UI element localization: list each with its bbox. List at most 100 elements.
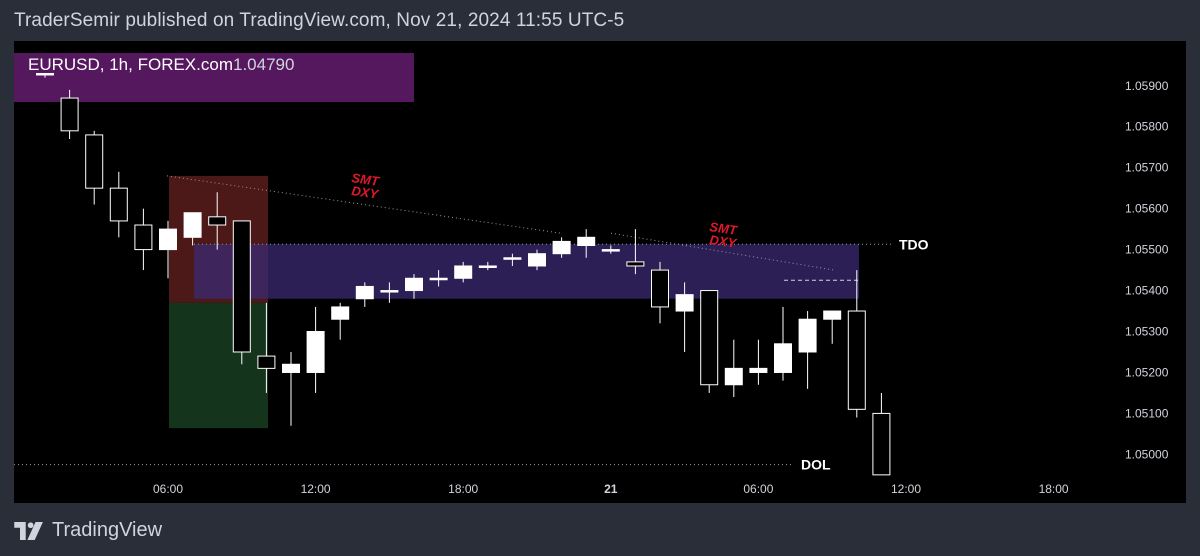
candle-body — [872, 412, 891, 476]
dol-label: DOL — [801, 457, 831, 473]
tradingview-logo-icon — [14, 521, 43, 540]
candle-body — [700, 290, 719, 386]
candle-body — [183, 212, 202, 238]
x-axis-tick-label: 06:00 — [743, 482, 773, 496]
candle — [109, 171, 128, 238]
x-axis-tick-label: 12:00 — [891, 482, 921, 496]
candle-body — [159, 228, 177, 251]
candle — [454, 261, 473, 283]
candle — [134, 208, 153, 271]
chart-panel[interactable]: 1.05900 1.05800 1.05700 1.05600 1.05500 1.054… — [14, 41, 1186, 503]
candle-body — [36, 72, 54, 76]
x-axis-tick-label: 12:00 — [301, 482, 331, 496]
lines-layer — [14, 175, 892, 466]
candle — [282, 351, 300, 426]
symbol-label-zone — [14, 53, 414, 102]
candle-body — [405, 277, 423, 292]
y-axis-tick-label: 1.05400 — [1125, 284, 1169, 298]
candle-body — [109, 187, 128, 222]
candle — [380, 282, 399, 303]
candle — [774, 306, 792, 381]
last-price-label: 1.04790 — [233, 55, 294, 74]
candle — [724, 339, 743, 398]
candle — [232, 220, 251, 365]
candle — [601, 245, 620, 254]
candle — [85, 130, 104, 205]
candle-body — [823, 310, 842, 320]
candle — [159, 220, 177, 279]
candle-body — [478, 265, 497, 268]
candle — [626, 229, 645, 275]
fvg-zone — [194, 244, 859, 299]
candle-body — [282, 363, 300, 373]
candle-body — [257, 355, 276, 369]
candle-body — [134, 224, 153, 251]
x-axis-tick-label: 18:00 — [1039, 482, 1069, 496]
candle — [429, 270, 448, 287]
candle — [847, 270, 866, 418]
candlestick-chart[interactable]: 1.05900 1.05800 1.05700 1.05600 1.05500 1.054… — [14, 41, 1186, 503]
candle — [872, 392, 891, 476]
footer: TradingView — [14, 519, 162, 542]
symbol-label: EURUSD, 1h, FOREX.com — [28, 55, 233, 74]
y-axis-tick-label: 1.05800 — [1125, 120, 1169, 134]
candle-body — [651, 269, 669, 308]
y-axis-tick-label: 1.05700 — [1125, 161, 1169, 175]
candle — [651, 261, 669, 324]
x-axis-tick-label: 06:00 — [153, 482, 183, 496]
footer-brand: TradingView — [52, 519, 163, 541]
candle-body — [85, 134, 104, 189]
dxy-label: DXY — [351, 183, 381, 202]
candle-body — [232, 220, 251, 353]
candle — [331, 302, 350, 340]
candle — [405, 274, 423, 299]
candle — [749, 339, 768, 385]
y-axis-tick-label: 1.05900 — [1125, 79, 1169, 93]
candle-body — [331, 306, 350, 320]
candle — [257, 302, 276, 393]
candle — [36, 72, 54, 78]
smt-label: SMT — [709, 219, 739, 238]
candle-body — [454, 265, 473, 279]
candle-body — [675, 294, 694, 312]
candle — [355, 282, 374, 307]
candle-body — [601, 249, 620, 252]
candle-body — [774, 343, 792, 373]
labels-layer: EURUSD, 1h, FOREX.com 1.04790SMTDXYSMTDXY… — [28, 55, 929, 473]
zones-layer — [14, 53, 859, 429]
candle-body — [577, 236, 596, 246]
y-axis-tick-label: 1.05200 — [1125, 365, 1169, 379]
candle — [823, 310, 842, 344]
candle — [675, 282, 694, 352]
candle-body — [847, 310, 866, 410]
candle — [503, 253, 522, 266]
candle — [183, 212, 202, 246]
reward-zone — [169, 302, 268, 429]
candle — [798, 311, 817, 389]
candle-body — [626, 261, 645, 267]
candle-body — [208, 216, 227, 226]
y-axis-tick-label: 1.05100 — [1125, 406, 1169, 420]
smt-line-2 — [610, 232, 835, 271]
y-axis-tick-label: 1.05000 — [1125, 447, 1169, 461]
candle — [306, 306, 325, 393]
candle-body — [749, 367, 768, 373]
candle — [528, 249, 546, 271]
y-axis-tick-label: 1.05600 — [1125, 202, 1169, 216]
tdo-label: TDO — [899, 236, 929, 252]
x-axis-tick-label: 18:00 — [448, 482, 478, 496]
axis-layer: 1.05900 1.05800 1.05700 1.05600 1.05500 1.054… — [153, 79, 1169, 496]
candle-body — [355, 285, 374, 300]
candle — [577, 229, 596, 258]
candle-body — [528, 253, 546, 267]
candle-body — [798, 318, 817, 353]
candle-body — [60, 97, 79, 132]
y-axis-tick-label: 1.05500 — [1125, 243, 1169, 257]
candle — [552, 237, 571, 258]
candle — [60, 89, 79, 140]
candle — [700, 290, 719, 393]
smt-label: SMT — [351, 170, 381, 189]
y-axis-tick-label: 1.05300 — [1125, 325, 1169, 339]
candle-body — [724, 367, 743, 386]
candle-body — [503, 257, 522, 260]
